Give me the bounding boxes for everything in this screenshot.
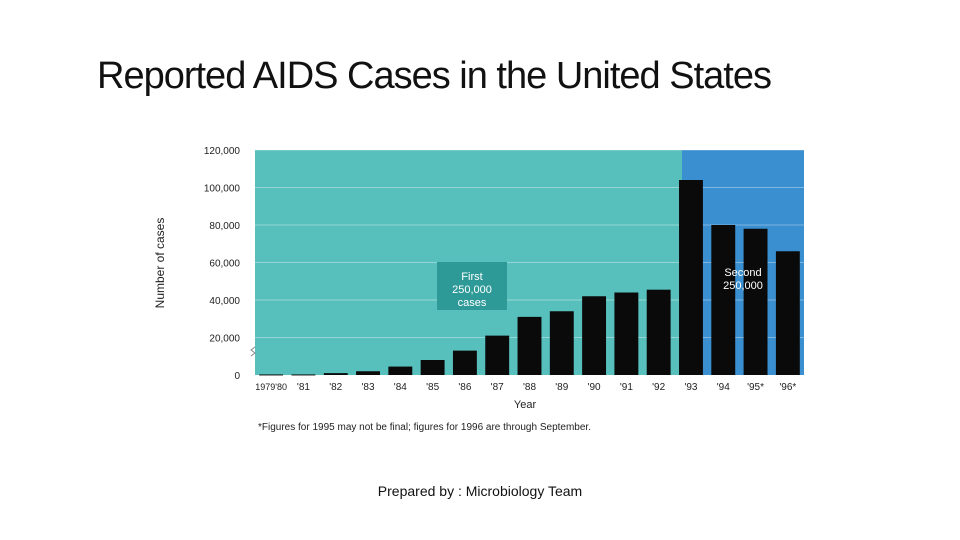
x-tick-label: '88 bbox=[523, 382, 536, 393]
aids-cases-chart: 0 20,000 40,000 60,000 80,000 100,000 120,000 … bbox=[148, 138, 828, 458]
x-tick-label: '95* bbox=[747, 382, 764, 393]
bar-5 bbox=[420, 360, 445, 375]
x-tick-label: '86 bbox=[458, 382, 471, 393]
bars bbox=[259, 180, 800, 376]
x-tick-label: '92 bbox=[652, 382, 665, 393]
chart-footnote: *Figures for 1995 may not be final; figu… bbox=[258, 422, 591, 433]
y-tick-label: 60,000 bbox=[209, 259, 240, 270]
bar-13 bbox=[679, 180, 703, 375]
bar-4 bbox=[388, 366, 413, 375]
bar-3 bbox=[356, 371, 380, 375]
first-250000-box bbox=[437, 262, 507, 310]
annotation-line: cases bbox=[458, 297, 487, 309]
x-tick-label: '83 bbox=[362, 382, 375, 393]
bar-2 bbox=[323, 373, 348, 375]
chart-svg: 020,00040,00060,00080,000100,000120,000 … bbox=[153, 146, 804, 433]
bar-11 bbox=[614, 292, 639, 375]
x-tick-label: '89 bbox=[555, 382, 568, 393]
y-axis-ticks: 0 20,000 40,000 60,000 80,000 100,000 120,000 bbox=[204, 146, 241, 382]
y-axis-label: Number of cases bbox=[153, 218, 167, 309]
bar-16 bbox=[775, 251, 800, 375]
bar-1 bbox=[291, 374, 316, 376]
annotation-line: Second bbox=[724, 267, 761, 279]
bar-10 bbox=[582, 296, 607, 375]
y-tick-label: 120,000 bbox=[204, 146, 241, 157]
y-tick-label: 80,000 bbox=[209, 221, 240, 232]
x-tick-label: '94 bbox=[717, 382, 730, 393]
x-tick-label: '87 bbox=[491, 382, 504, 393]
x-tick-label: '84 bbox=[394, 382, 407, 393]
y-tick-label: 20,000 bbox=[209, 334, 240, 345]
second-250000-label: Second 250,000 bbox=[723, 267, 763, 292]
bar-7 bbox=[485, 335, 510, 375]
x-tick-label: '85 bbox=[426, 382, 439, 393]
x-tick-label: '81 bbox=[297, 382, 310, 393]
x-tick-label: '93 bbox=[684, 382, 697, 393]
annotation-line: 250,000 bbox=[723, 280, 763, 292]
x-axis-label: Year bbox=[514, 399, 537, 411]
axis-break-icon bbox=[250, 346, 256, 357]
x-tick-label: '96* bbox=[779, 382, 796, 393]
x-tick-label: 1979'80 bbox=[255, 382, 287, 392]
x-tick-label: '91 bbox=[620, 382, 633, 393]
footer-credit: Prepared by : Microbiology Team bbox=[377, 483, 583, 499]
x-axis-ticks: 1979'80 '81 '82 '83 '84 '85 '86 '87 '88 '89 '90 '91… bbox=[255, 382, 796, 393]
bar-14 bbox=[711, 225, 736, 375]
bar-8 bbox=[517, 316, 542, 375]
y-tick-label: 0 bbox=[234, 371, 240, 382]
x-tick-label: '90 bbox=[588, 382, 601, 393]
bar-15 bbox=[743, 228, 768, 375]
y-tick-label: 40,000 bbox=[209, 296, 240, 307]
annotation-line: 250,000 bbox=[452, 284, 492, 296]
bar-9 bbox=[549, 311, 574, 375]
bar-0 bbox=[259, 374, 284, 376]
first-250000-label: First 250,000 cases bbox=[452, 271, 492, 309]
annotation-line: First bbox=[461, 271, 482, 283]
bar-6 bbox=[452, 350, 477, 375]
bar-12 bbox=[646, 289, 671, 375]
slide-title: Reported AIDS Cases in the United States bbox=[97, 55, 772, 97]
x-tick-label: '82 bbox=[329, 382, 342, 393]
y-tick-label: 100,000 bbox=[204, 184, 241, 195]
